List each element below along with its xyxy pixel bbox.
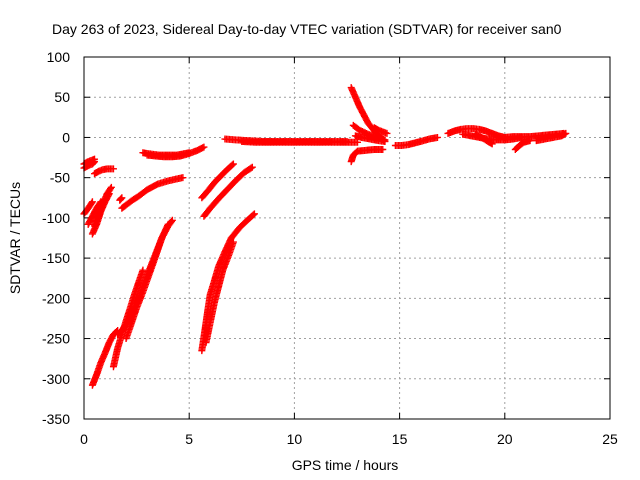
data-point bbox=[250, 210, 258, 218]
series-arc-07 bbox=[91, 165, 117, 178]
data-point bbox=[247, 164, 255, 172]
x-axis-label: GPS time / hours bbox=[292, 457, 399, 473]
series-arc-08 bbox=[88, 327, 122, 389]
x-tick-label: 0 bbox=[80, 431, 88, 447]
axis-ticks: 100 50 0 -50 -100 -150 -200 -250 -300 -350 0 5 10 15 2… bbox=[42, 49, 618, 447]
data-point bbox=[229, 160, 237, 168]
data-point bbox=[88, 198, 96, 206]
data-point bbox=[88, 199, 96, 207]
data-point bbox=[168, 216, 176, 224]
series-arc-06 bbox=[91, 183, 115, 230]
data-point bbox=[381, 137, 389, 145]
y-tick-label: -300 bbox=[42, 371, 70, 387]
data-point bbox=[228, 161, 236, 169]
y-tick-label: -350 bbox=[42, 411, 70, 427]
data-point bbox=[107, 185, 115, 193]
chart-title: Day 263 of 2023, Sidereal Day-to-day VTE… bbox=[52, 21, 562, 37]
data-point bbox=[118, 194, 126, 202]
data-point bbox=[179, 174, 187, 182]
data-point bbox=[89, 159, 97, 167]
data-point bbox=[562, 129, 570, 137]
x-tick-label: 25 bbox=[602, 431, 618, 447]
series-arc-27 bbox=[391, 133, 441, 149]
data-point bbox=[433, 133, 441, 141]
data-point bbox=[379, 146, 387, 154]
data-point bbox=[116, 195, 124, 203]
data-point bbox=[200, 143, 208, 151]
data-point bbox=[117, 195, 125, 203]
data-point bbox=[383, 129, 391, 137]
y-tick-label: -100 bbox=[42, 210, 70, 226]
data-point bbox=[107, 183, 115, 191]
data-point bbox=[249, 211, 257, 219]
series-arc-19 bbox=[200, 163, 256, 220]
y-tick-label: -50 bbox=[50, 170, 70, 186]
y-tick-label: -200 bbox=[42, 290, 70, 306]
series-arc-32 bbox=[511, 137, 534, 154]
series-arc-11 bbox=[118, 174, 187, 212]
data-point bbox=[526, 137, 534, 145]
y-tick-label: 100 bbox=[47, 49, 71, 65]
series-arc-24 bbox=[351, 132, 389, 145]
series-arc-13 bbox=[122, 220, 172, 343]
y-tick-label: -150 bbox=[42, 250, 70, 266]
series-arc-26 bbox=[347, 146, 387, 166]
y-tick-label: 0 bbox=[62, 129, 70, 145]
series-arc-33 bbox=[532, 129, 570, 145]
x-tick-label: 20 bbox=[497, 431, 513, 447]
y-tick-label: -250 bbox=[42, 331, 70, 347]
series-arc-10 bbox=[116, 194, 126, 204]
x-tick-label: 5 bbox=[185, 431, 193, 447]
x-tick-label: 10 bbox=[287, 431, 303, 447]
series-arc-18 bbox=[198, 160, 237, 202]
data-point bbox=[90, 158, 98, 166]
series-arc-25 bbox=[370, 124, 391, 137]
data-point bbox=[109, 165, 117, 173]
data-point bbox=[164, 220, 172, 228]
series-arc-17 bbox=[202, 238, 237, 347]
grid-lines bbox=[84, 57, 610, 419]
y-tick-label: 50 bbox=[54, 89, 70, 105]
data-point bbox=[229, 238, 237, 246]
x-tick-label: 15 bbox=[392, 431, 408, 447]
series-arc-28 bbox=[444, 125, 509, 141]
series-arc-30 bbox=[471, 130, 496, 148]
data-point bbox=[139, 266, 147, 274]
plot-frame bbox=[83, 56, 611, 420]
plot-area bbox=[80, 84, 570, 389]
series-arc-21 bbox=[238, 137, 362, 146]
series-arc-15 bbox=[143, 143, 208, 161]
data-point bbox=[91, 158, 99, 166]
data-point bbox=[488, 140, 496, 148]
y-axis-label: SDTVAR / TECUs bbox=[7, 182, 23, 294]
data-point bbox=[248, 163, 256, 171]
